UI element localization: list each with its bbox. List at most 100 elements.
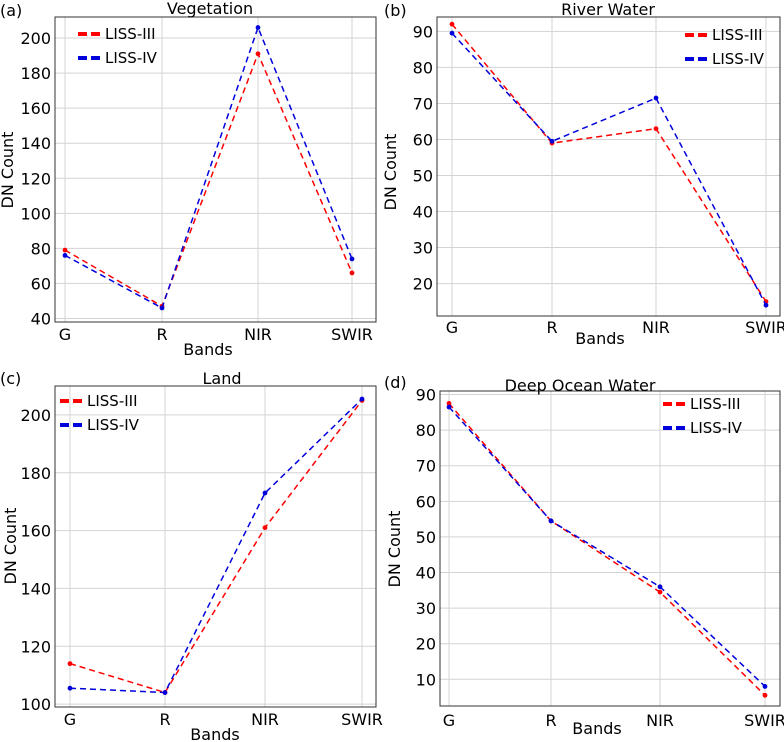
panel-label: (c) — [0, 369, 21, 388]
data-point-liss-iv — [349, 256, 355, 262]
plot-frame — [436, 16, 781, 317]
y-tick-label: 10 — [416, 670, 436, 689]
y-tick-label: 140 — [20, 134, 51, 153]
y-tick-label: 100 — [20, 695, 51, 714]
data-point-liss-iv — [762, 684, 768, 689]
data-point-liss-iv — [548, 518, 554, 524]
data-point-liss-iii — [262, 525, 268, 531]
y-tick-label: 140 — [20, 579, 51, 598]
data-point-liss-iv — [763, 302, 769, 308]
panel-label: (d) — [384, 373, 407, 392]
chart-panel-1: 40 60 80 100 120 140 160 180 200 G R NIR SWIR Vegetat… — [0, 0, 377, 359]
y-tick-label: 80 — [31, 239, 51, 258]
plot-frame — [54, 385, 377, 708]
legend-label: LISS-III — [87, 392, 138, 410]
y-tick-label: 40 — [416, 564, 436, 583]
y-tick-label: 70 — [413, 94, 433, 113]
chart-panel-2: 20 30 40 50 60 70 80 90 G R NIR SWIR River Water (b) B… — [381, 0, 784, 348]
legend-label: LISS-IV — [87, 416, 140, 434]
x-axis-label: Bands — [190, 725, 239, 742]
chart-panel-3: 100 120 140 160 180 200 G R NIR SWIR Land (c) Bands D… — [0, 369, 383, 742]
y-tick-label: 30 — [413, 239, 433, 258]
x-tick-label: G — [443, 711, 455, 730]
x-tick-label: R — [545, 711, 556, 730]
data-point-liss-iv — [449, 30, 455, 36]
y-tick-label: 50 — [416, 528, 436, 547]
legend-label: LISS-IV — [105, 49, 158, 67]
chart-title: Deep Ocean Water — [505, 376, 656, 395]
x-tick-label: SWIR — [331, 325, 373, 344]
data-point-liss-iii — [349, 270, 355, 276]
x-tick-label: SWIR — [744, 711, 784, 730]
panel-label: (a) — [0, 1, 22, 20]
series-line-liss-iii — [64, 51, 353, 308]
x-tick-label: NIR — [251, 710, 279, 729]
data-point-liss-iv — [62, 252, 68, 258]
y-tick-label: 100 — [20, 204, 51, 223]
y-tick-label: 200 — [20, 406, 51, 425]
data-point-liss-iii — [657, 589, 663, 595]
x-tick-label: G — [446, 318, 458, 337]
plot-frame — [439, 390, 781, 707]
y-tick-label: 60 — [31, 274, 51, 293]
x-tick-label: R — [159, 710, 170, 729]
data-point-liss-iii — [653, 126, 659, 132]
y-tick-label: 160 — [20, 99, 51, 118]
x-tick-label: R — [546, 318, 557, 337]
x-tick-label: NIR — [642, 318, 670, 337]
y-tick-label: 200 — [20, 29, 51, 48]
y-tick-label: 80 — [416, 421, 436, 440]
data-point-liss-iv — [262, 490, 268, 496]
x-tick-label: NIR — [244, 325, 272, 344]
series-line-liss-iv — [69, 398, 363, 694]
x-tick-label: R — [156, 325, 167, 344]
legend-label: LISS-III — [712, 26, 763, 44]
y-tick-label: 20 — [416, 635, 436, 654]
y-axis-label: DN Count — [1, 508, 20, 585]
legend-label: LISS-IV — [690, 419, 743, 437]
plot-frame — [54, 16, 377, 323]
y-tick-label: 40 — [413, 203, 433, 222]
data-point-liss-iii — [449, 21, 455, 27]
y-tick-label: 30 — [416, 599, 436, 618]
data-point-liss-iv — [653, 95, 659, 101]
legend: LISS-III LISS-IV — [663, 395, 743, 437]
data-point-liss-iv — [549, 138, 555, 144]
data-point-liss-iv — [657, 584, 663, 590]
y-tick-label: 40 — [31, 309, 51, 328]
x-tick-label: G — [64, 710, 76, 729]
data-point-liss-iii — [255, 51, 261, 57]
y-axis-label: DN Count — [381, 134, 400, 211]
series-line-liss-iv — [64, 25, 353, 310]
y-tick-label: 50 — [413, 167, 433, 186]
x-tick-label: NIR — [646, 711, 674, 730]
data-point-liss-iv — [159, 305, 165, 311]
legend: LISS-III LISS-IV — [78, 25, 158, 67]
legend: LISS-III LISS-IV — [60, 392, 140, 434]
series-line-liss-iii — [448, 403, 766, 696]
chart-title: Vegetation — [167, 0, 253, 18]
y-tick-label: 80 — [413, 58, 433, 77]
data-point-liss-iii — [62, 247, 68, 253]
legend-label: LISS-III — [690, 395, 741, 413]
legend: LISS-III LISS-IV — [685, 26, 765, 68]
data-point-liss-iv — [67, 685, 73, 691]
y-tick-label: 90 — [416, 386, 436, 405]
data-point-liss-iv — [446, 404, 452, 410]
series-line-liss-iv — [451, 32, 767, 306]
x-axis-label: Bands — [183, 340, 232, 359]
data-point-liss-iii — [67, 661, 73, 667]
data-point-liss-iv — [359, 396, 365, 402]
y-tick-label: 70 — [416, 457, 436, 476]
y-tick-label: 120 — [20, 637, 51, 656]
y-tick-label: 60 — [413, 130, 433, 149]
x-tick-label: G — [59, 325, 71, 344]
x-axis-label: Bands — [575, 329, 624, 348]
chart-panel-4: 10 20 30 40 50 60 70 80 90 G R NIR SWIR Deep Ocean Wa… — [384, 373, 784, 738]
panel-label: (b) — [384, 1, 407, 20]
x-tick-label: SWIR — [341, 710, 383, 729]
y-tick-label: 60 — [416, 492, 436, 511]
y-tick-label: 90 — [413, 22, 433, 41]
series-line-liss-iv — [448, 406, 766, 687]
